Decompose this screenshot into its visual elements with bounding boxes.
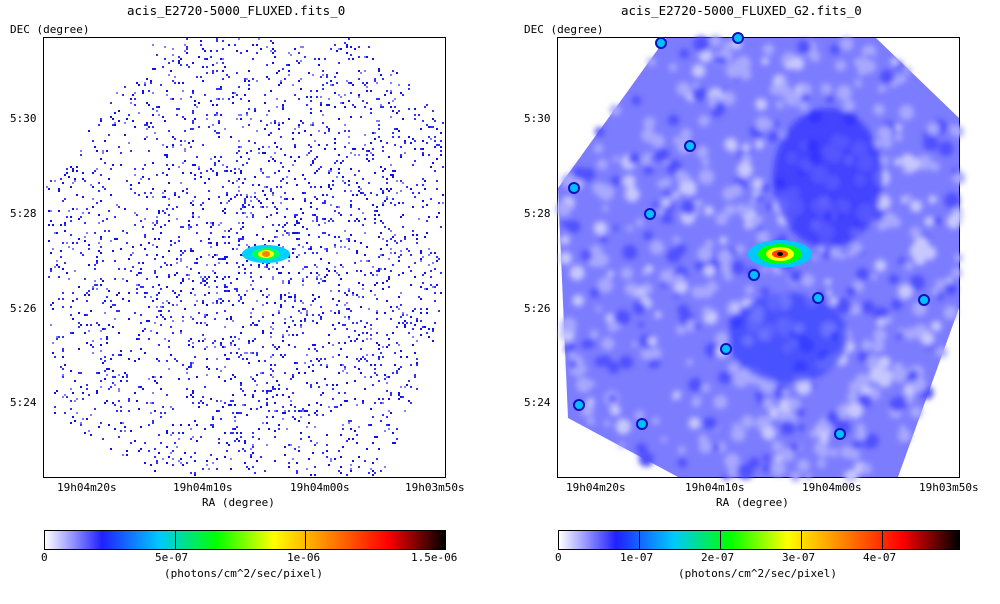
left-image-title: acis_E2720-5000_FLUXED.fits_0 (127, 3, 346, 18)
right-ra-tick: 19h03m50s (919, 481, 979, 494)
left-dec-tick: 5:26 (10, 302, 37, 315)
right-colorbar-tickmark (882, 531, 883, 549)
right-dec-tick: 5:28 (524, 207, 551, 220)
left-dec-axis-label: DEC (degree) (10, 23, 90, 36)
left-colorbar (44, 530, 446, 550)
right-colorbar-label: (photons/cm^2/sec/pixel) (678, 567, 837, 580)
right-dec-tick: 5:30 (524, 112, 551, 125)
right-colorbar-tickmark (801, 531, 802, 549)
right-ra-tick: 19h04m00s (802, 481, 862, 494)
left-colorbar-tick: 1.5e-06 (411, 551, 458, 564)
left-colorbar-tick: 5e-07 (155, 551, 189, 564)
right-dec-axis-label: DEC (degree) (524, 23, 604, 36)
right-image-title: acis_E2720-5000_FLUXED_G2.fits_0 (621, 3, 862, 18)
left-colorbar-tickmark (305, 531, 306, 549)
right-colorbar-tick: 2e-07 (701, 551, 735, 564)
right-ra-tick: 19h04m20s (566, 481, 626, 494)
right-colorbar (558, 530, 960, 550)
right-colorbar-tick: 0 (555, 551, 562, 564)
right-colorbar-tick: 4e-07 (863, 551, 897, 564)
right-colorbar-tick: 1e-07 (620, 551, 654, 564)
left-colorbar-tick: 1e-06 (287, 551, 321, 564)
left-dec-tick: 5:28 (10, 207, 37, 220)
right-dec-tick: 5:26 (524, 302, 551, 315)
left-colorbar-tick: 0 (41, 551, 48, 564)
right-dec-tick: 5:24 (524, 396, 551, 409)
right-smoothed-image[interactable] (556, 32, 966, 483)
right-ra-tick: 19h04m10s (685, 481, 745, 494)
left-ra-tick: 19h04m10s (173, 481, 233, 494)
right-colorbar-tick: 3e-07 (782, 551, 816, 564)
left-colorbar-label: (photons/cm^2/sec/pixel) (164, 567, 323, 580)
left-image-frame (43, 37, 446, 478)
left-dec-tick: 5:30 (10, 112, 37, 125)
left-fluxed-image[interactable] (44, 38, 445, 477)
left-dec-tick: 5:24 (10, 396, 37, 409)
right-image-frame (556, 32, 966, 483)
right-ra-axis-label: RA (degree) (716, 496, 789, 509)
left-colorbar-gradient (45, 531, 445, 549)
left-ra-axis-label: RA (degree) (202, 496, 275, 509)
right-colorbar-tickmark (639, 531, 640, 549)
left-colorbar-tickmark (175, 531, 176, 549)
left-ra-tick: 19h04m20s (57, 481, 117, 494)
left-ra-tick: 19h04m00s (290, 481, 350, 494)
right-colorbar-tickmark (720, 531, 721, 549)
right-colorbar-gradient (559, 531, 959, 549)
left-ra-tick: 19h03m50s (405, 481, 465, 494)
